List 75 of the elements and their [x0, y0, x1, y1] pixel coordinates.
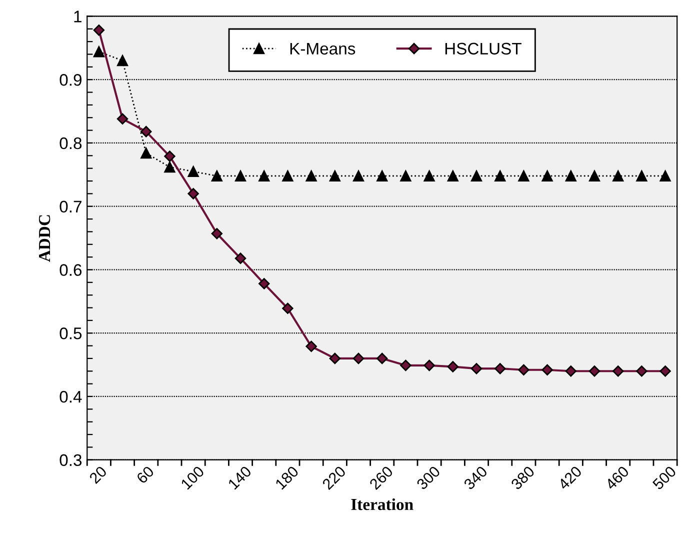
point: [494, 170, 506, 182]
point: [376, 352, 388, 364]
point: [518, 170, 530, 182]
point: [282, 170, 294, 182]
x-tick-label: 20: [88, 465, 108, 484]
point: [424, 170, 435, 182]
x-tick-label: 380: [510, 465, 536, 490]
point: [211, 170, 222, 182]
x-axis-title: Iteration: [351, 498, 414, 510]
y-tick-label: 1: [74, 10, 82, 22]
point: [470, 362, 482, 374]
point: [588, 366, 600, 377]
point: [424, 360, 435, 372]
point: [400, 360, 412, 372]
x-tick-label: 460: [604, 465, 630, 490]
point: [234, 252, 246, 264]
point: [352, 170, 364, 182]
point: [188, 188, 199, 200]
point: [188, 166, 199, 178]
point: [258, 278, 270, 290]
x-tick-label: 140: [228, 465, 252, 490]
point: [376, 170, 388, 182]
point: [164, 162, 176, 173]
point: [140, 148, 152, 159]
point: [282, 302, 294, 314]
point: [565, 366, 576, 377]
point: [306, 170, 317, 182]
point: [93, 24, 105, 36]
point: [164, 150, 176, 162]
x-tick-label: 100: [180, 465, 205, 490]
y-tick-label: 0.4: [60, 390, 82, 403]
point: [116, 55, 128, 66]
point: [116, 113, 128, 124]
x-tick-label: 420: [557, 465, 582, 490]
point: [612, 366, 624, 377]
point: [329, 352, 341, 364]
point: [329, 170, 340, 182]
x-tick-label: 220: [322, 465, 346, 490]
y-tick-label: 0.7: [60, 200, 82, 213]
point: [612, 170, 624, 182]
point: [660, 366, 671, 377]
point: [93, 46, 104, 58]
x-tick-label: 260: [368, 465, 394, 490]
x-tick-label: 340: [463, 465, 488, 490]
point: [636, 170, 648, 182]
point: [470, 170, 482, 182]
point: [447, 361, 459, 372]
x-tick-label: 180: [274, 465, 300, 490]
point: [447, 170, 458, 182]
point: [565, 170, 576, 182]
point: [636, 366, 648, 377]
y-tick-label: 0.3: [60, 454, 82, 466]
y-tick-label: 0.6: [60, 264, 82, 276]
y-tick-label: 0.8: [60, 137, 82, 150]
legend-label: HSCLUST: [445, 42, 522, 55]
x-tick-label: 500: [652, 465, 677, 490]
x-tick-label: 60: [136, 465, 155, 484]
point: [211, 228, 223, 240]
point: [588, 170, 600, 182]
point: [518, 364, 530, 376]
point: [494, 362, 506, 374]
point: [660, 170, 671, 182]
point: [140, 126, 152, 138]
point: [352, 352, 364, 364]
point: [400, 170, 412, 182]
y-tick-label: 0.5: [60, 328, 82, 340]
legend-label: K-Means: [290, 42, 356, 55]
x-tick-label: 300: [416, 465, 441, 490]
point: [258, 170, 270, 182]
point: [542, 364, 553, 376]
y-tick-label: 0.9: [60, 74, 82, 86]
point: [306, 340, 317, 352]
y-axis-title: ADDC: [38, 215, 50, 262]
point: [542, 170, 553, 182]
point: [234, 170, 246, 182]
